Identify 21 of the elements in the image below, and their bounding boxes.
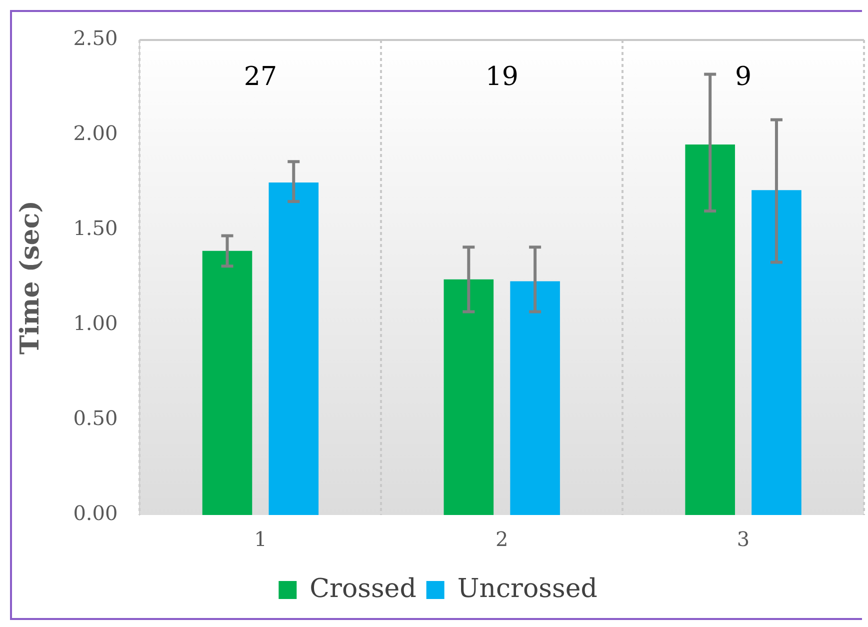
legend-label: Uncrossed <box>457 574 598 604</box>
x-tick-label: 2 <box>496 527 508 552</box>
annotation: 9 <box>735 62 752 92</box>
bar <box>685 144 735 515</box>
annotation: 27 <box>244 62 277 92</box>
bar <box>444 279 494 515</box>
y-tick-label: 1.00 <box>73 311 118 336</box>
bar <box>202 250 252 515</box>
y-tick-label: 1.50 <box>73 216 118 240</box>
legend-label: Crossed <box>310 574 416 604</box>
y-tick-label: 0.50 <box>73 406 118 430</box>
y-tick-label: 2.50 <box>73 26 118 50</box>
x-tick-label: 3 <box>736 527 750 552</box>
y-axis-title: Time (sec) <box>15 200 46 354</box>
bar <box>268 182 319 515</box>
y-tick-label: 2.00 <box>73 121 118 146</box>
bar <box>510 281 560 515</box>
y-tick-label: 0.00 <box>73 501 118 526</box>
bar <box>752 190 802 515</box>
x-tick-label: 1 <box>254 527 267 552</box>
annotation: 19 <box>485 62 518 92</box>
